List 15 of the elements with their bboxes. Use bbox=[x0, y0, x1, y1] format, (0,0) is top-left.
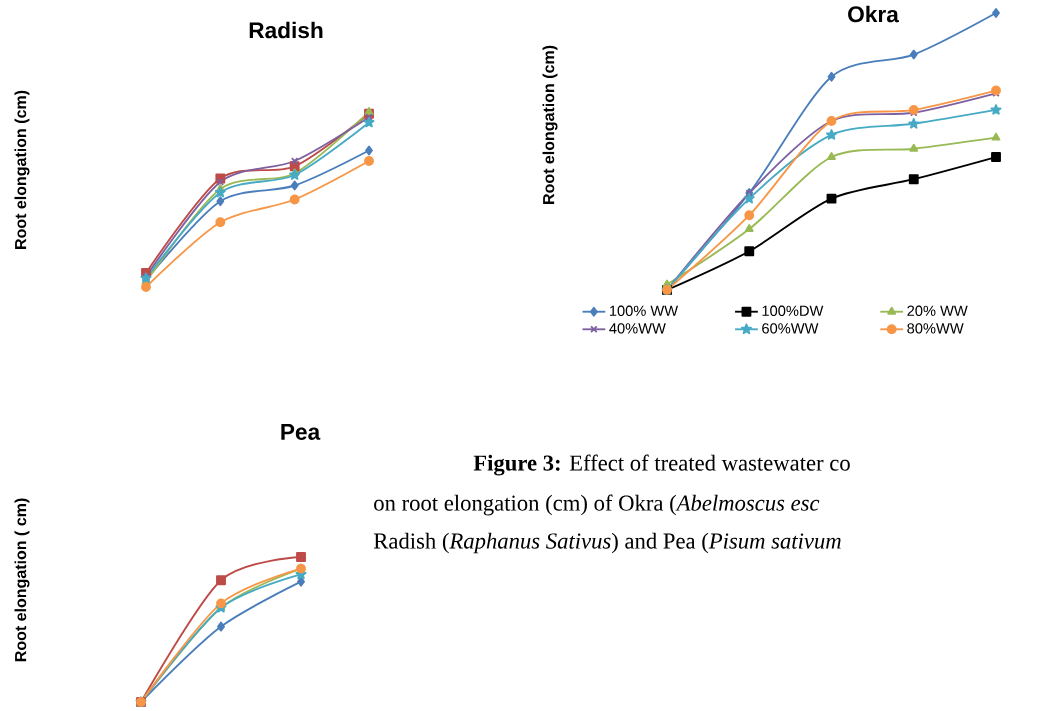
chart-title: Radish bbox=[249, 21, 323, 39]
text: Figure 3: Effect of treated wastewater co bbox=[473, 454, 850, 476]
text: Radish (Raphanus Sativus) and Pea (Pisum sativum bbox=[373, 532, 841, 554]
chart-title: Okra bbox=[848, 5, 899, 23]
text: on root elongation (cm) of Okra (Abelmoscus esc bbox=[374, 494, 820, 516]
legend-label: 100% WW bbox=[609, 305, 679, 316]
chart-title: Pea bbox=[281, 424, 321, 440]
legend-label: 20% WW bbox=[907, 305, 968, 316]
y-axis-title: Root elongation (cm) bbox=[14, 90, 30, 249]
legend-label: 100%DW bbox=[762, 305, 824, 316]
legend-label: 40%WW bbox=[609, 323, 666, 334]
legend-label: 60%WW bbox=[762, 323, 819, 334]
y-axis-title: Root elongation (cm) bbox=[542, 45, 558, 204]
y-axis-title: Root elongation ( cm) bbox=[14, 498, 30, 662]
legend-label: 80%WW bbox=[907, 323, 964, 334]
